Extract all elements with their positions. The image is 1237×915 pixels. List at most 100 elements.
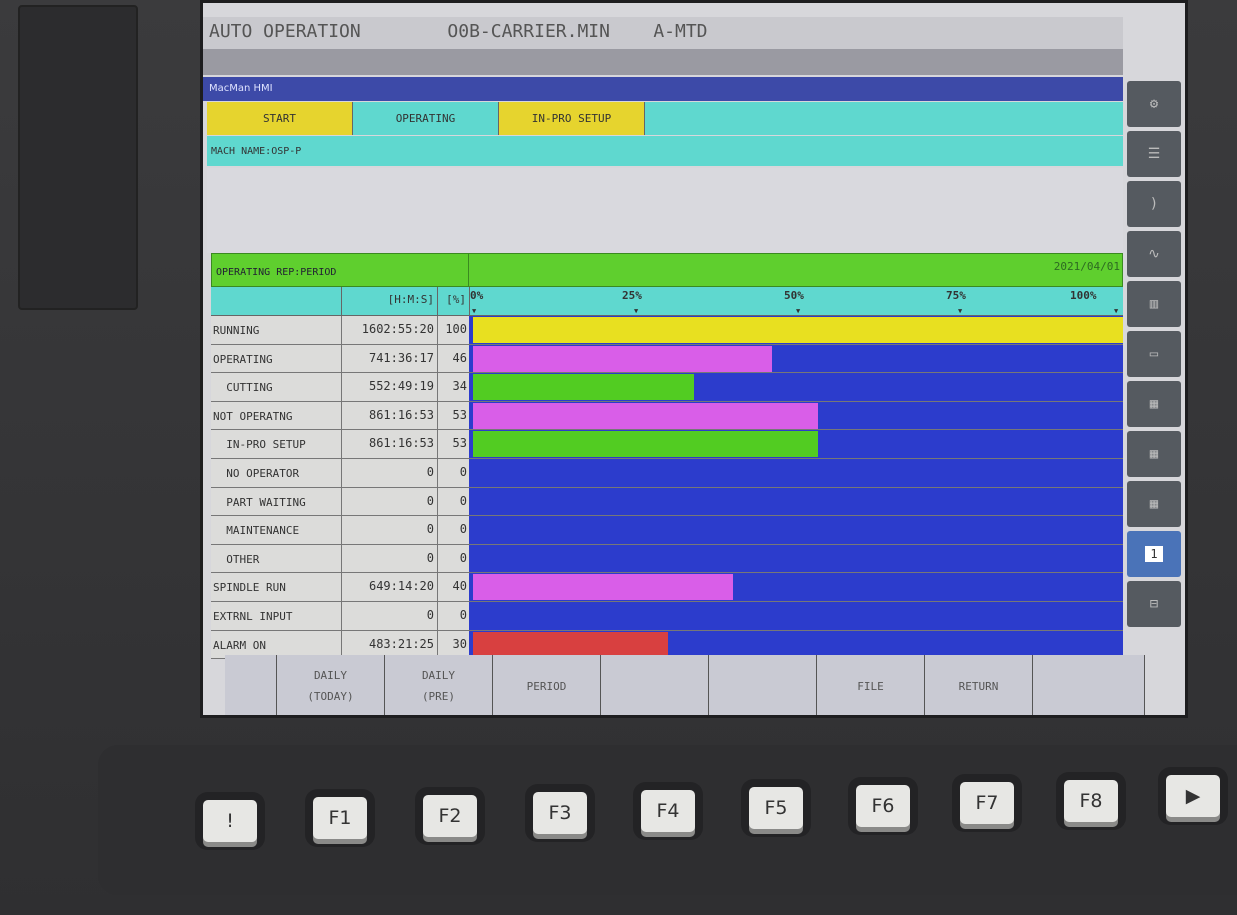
row-label: SPINDLE RUN [211,573,341,601]
report-date: 2021/04/01 [1053,260,1120,273]
table-row: MAINTENANCE 0 0 [211,516,1123,545]
keypad-icon[interactable]: ▦ [1127,481,1181,527]
bar-track [469,630,1123,659]
tab-in-pro-setup[interactable]: IN-PRO SETUP [499,102,645,135]
tab-start[interactable]: START [207,102,353,135]
row-duration: 0 [341,516,437,544]
function-key[interactable]: F8 [1064,780,1118,822]
row-duration: 649:14:20 [341,573,437,601]
display-icon[interactable]: ⊟ [1127,581,1181,627]
page-selector[interactable]: 1 [1127,531,1181,577]
table-row: SPINDLE RUN 649:14:20 40 [211,573,1123,602]
settings-icon[interactable]: ⚙ [1127,81,1181,127]
softkey-sublabel: (PRE) [421,690,456,703]
percent-bar [473,574,733,601]
softkey-sublabel: (TODAY) [307,690,354,703]
col-pct: [%] [437,287,469,316]
meter-icon[interactable]: ▥ [1127,281,1181,327]
percent-scale: 0% ▼ 25% ▼ 50% ▼ 75% ▼ 100% ▼ [469,287,1123,316]
table-row: PART WAITING 0 0 [211,487,1123,517]
row-label: OPERATING [211,344,341,373]
scale-tick-marker: ▼ [796,307,801,315]
blank-area [207,168,1123,253]
status-bar [203,49,1123,75]
percent-bar [473,431,818,458]
report-table: RUNNING 1602:55:20 100 OPERATING 741:36:… [211,316,1123,660]
keyboard-icon[interactable]: ▦ [1127,431,1181,477]
softkey-6[interactable]: FILE [817,655,925,715]
softkey-4[interactable] [601,655,709,715]
function-key[interactable]: F1 [313,797,367,839]
row-label: IN-PRO SETUP [211,430,341,458]
table-row: EXTRNL INPUT 0 0 [211,601,1123,631]
scale-tick-label: 50% [784,289,804,302]
scale-tick-marker: ▼ [472,307,477,315]
scale-tick-marker: ▼ [1114,307,1119,315]
softkey-5[interactable] [709,655,817,715]
next-key[interactable]: ▶ [1166,775,1220,817]
softkey-3[interactable]: PERIOD [493,655,601,715]
softkey-8[interactable] [1033,655,1145,715]
tab-operating[interactable]: OPERATING [353,102,499,135]
softkey-label: PERIOD [526,679,567,693]
row-duration: 0 [341,544,437,573]
table-row: ALARM ON 483:21:25 30 [211,630,1123,660]
function-key[interactable]: F3 [533,792,587,834]
row-duration: 552:49:19 [341,373,437,401]
col-hms: [H:M:S] [341,287,437,316]
row-percent: 53 [437,430,469,458]
softkey-label: FILE [857,679,884,693]
wave-icon[interactable]: ∿ [1127,231,1181,277]
softkey-7[interactable]: RETURN [925,655,1033,715]
softkey-label: DAILY [313,669,348,682]
table-row: NO OPERATOR 0 0 [211,458,1123,488]
softkey-bar: DAILY (TODAY) DAILY (PRE) PERIOD FILE RETURN [225,655,1145,715]
row-label: ALARM ON [211,630,341,659]
percent-bar [473,402,818,429]
table-row: RUNNING 1602:55:20 100 [211,316,1123,345]
function-key[interactable]: F5 [749,787,803,829]
window-icon[interactable]: ▭ [1127,331,1181,377]
scale-tick-marker: ▼ [958,307,963,315]
table-row: OTHER 0 0 [211,544,1123,574]
softkey-0[interactable] [225,655,277,715]
bar-track [469,316,1123,344]
percent-bar [473,374,694,401]
bar-track [469,373,1123,401]
page-number: 1 [1145,546,1163,562]
function-key[interactable]: F4 [641,790,695,832]
scale-tick-label: 0% [470,289,484,302]
function-key[interactable]: F7 [960,782,1014,824]
app-name: MacMan HMI [203,77,1123,101]
panel-icon[interactable]: ☰ [1127,131,1181,177]
softkey-1[interactable]: DAILY (TODAY) [277,655,385,715]
percent-bar [473,317,1123,343]
calculator-icon[interactable]: ▦ [1127,381,1181,427]
row-percent: 0 [437,458,469,487]
row-percent: 34 [437,373,469,401]
function-key[interactable]: F6 [856,785,910,827]
row-percent: 46 [437,344,469,373]
bar-track [469,344,1123,373]
tool-icon[interactable]: ) [1127,181,1181,227]
softkey-2[interactable]: DAILY (PRE) [385,655,493,715]
side-slot [18,5,138,310]
mode-title: AUTO OPERATION O0B-CARRIER.MIN A-MTD [203,17,1123,49]
scale-tick-label: 75% [946,289,966,302]
message-key[interactable]: ! [203,800,257,842]
bar-track [469,458,1123,487]
scale-tick-label: 100% [1070,289,1097,302]
row-percent: 40 [437,573,469,601]
divider [468,254,469,288]
row-percent: 0 [437,516,469,544]
report-header: OPERATING REP:PERIOD 2021/04/01 [211,253,1123,288]
row-label: EXTRNL INPUT [211,601,341,630]
row-duration: 0 [341,458,437,487]
row-percent: 0 [437,544,469,573]
bar-track [469,573,1123,601]
function-key[interactable]: F2 [423,795,477,837]
row-percent: 53 [437,401,469,430]
machine-name: MACH NAME:OSP-P [207,136,1123,166]
row-duration: 861:16:53 [341,401,437,430]
